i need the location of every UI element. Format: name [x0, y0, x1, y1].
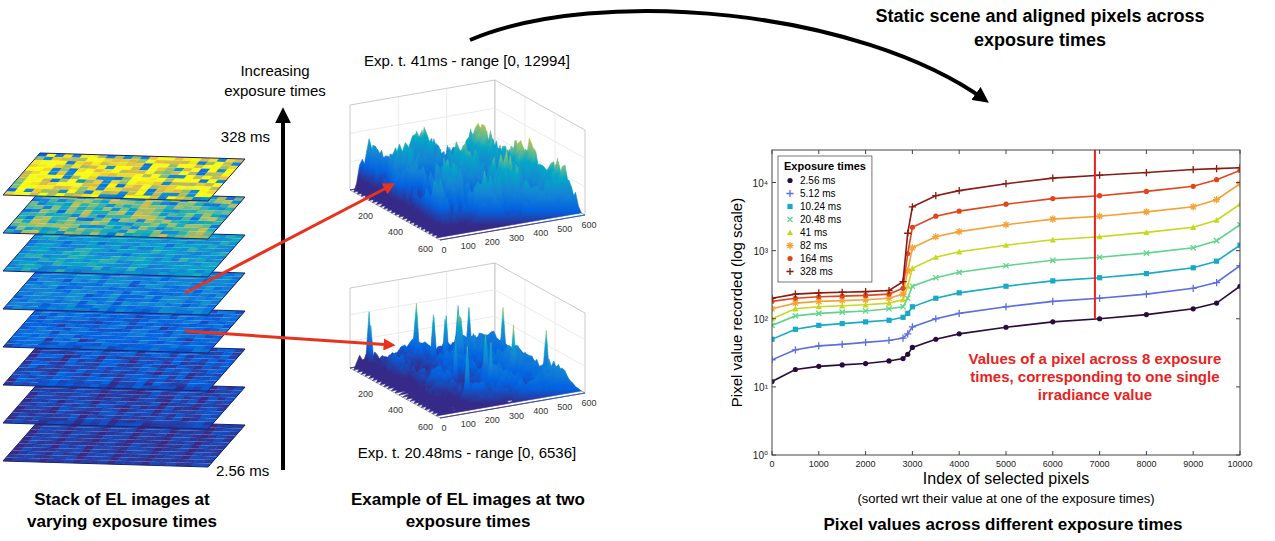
- header-title: Static scene and aligned pixels across ex…: [875, 6, 1204, 50]
- text-line: exposure times: [974, 30, 1106, 50]
- image-stack: [3, 153, 245, 467]
- text-line: Static scene and aligned pixels across: [875, 6, 1204, 26]
- figure: Static scene and aligned pixels across ex…: [0, 0, 1275, 541]
